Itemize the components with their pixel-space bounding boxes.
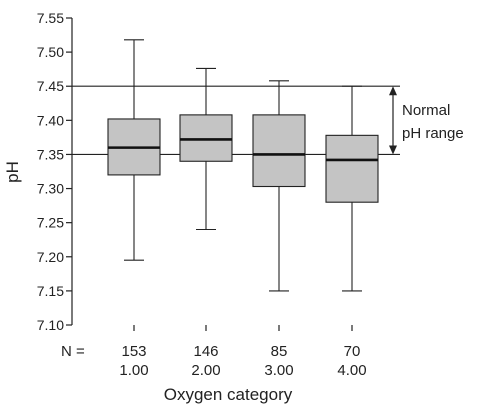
category-label: 1.00: [119, 362, 148, 379]
y-tick-label: 7.10: [37, 317, 64, 333]
box-4: [325, 85, 379, 292]
y-ticks: 7.10 7.15 7.20 7.25 7.30 7.35 7.40 7.45 7.50 7.55: [37, 10, 72, 333]
box-iqr: [325, 134, 379, 203]
y-tick-label: 7.20: [37, 249, 64, 265]
category-label: 4.00: [337, 362, 366, 379]
n-value: 70: [344, 343, 361, 360]
box-2: [179, 67, 233, 231]
annotation-line1: Normal: [402, 102, 450, 119]
box-iqr: [179, 114, 233, 162]
annotation-line2: pH range: [402, 125, 464, 142]
y-tick-label: 7.35: [37, 146, 64, 162]
x-axis-label: Oxygen category: [164, 385, 293, 404]
y-tick-label: 7.40: [37, 112, 64, 128]
box-1: [107, 39, 161, 261]
y-tick-label: 7.30: [37, 181, 64, 197]
y-axis-label: pH: [3, 161, 22, 183]
n-value: 153: [121, 343, 146, 360]
category-label: 3.00: [264, 362, 293, 379]
y-tick-label: 7.55: [37, 10, 64, 26]
n-value: 146: [193, 343, 218, 360]
n-label: N =: [61, 343, 85, 360]
category-label: 2.00: [191, 362, 220, 379]
box-iqr: [252, 114, 306, 188]
range-arrow-head-bottom: [389, 145, 397, 155]
y-tick-label: 7.45: [37, 78, 64, 94]
y-tick-label: 7.25: [37, 215, 64, 231]
box-3: [252, 80, 306, 292]
y-tick-label: 7.50: [37, 44, 64, 60]
box-group: [107, 39, 379, 292]
y-tick-label: 7.15: [37, 283, 64, 299]
normal-range-annotation: Normal pH range: [389, 86, 464, 155]
range-arrow-head-top: [389, 86, 397, 96]
n-value: 85: [271, 343, 288, 360]
x-labels: 153 1.00 146 2.00 85 3.00 70 4.00: [119, 325, 367, 379]
